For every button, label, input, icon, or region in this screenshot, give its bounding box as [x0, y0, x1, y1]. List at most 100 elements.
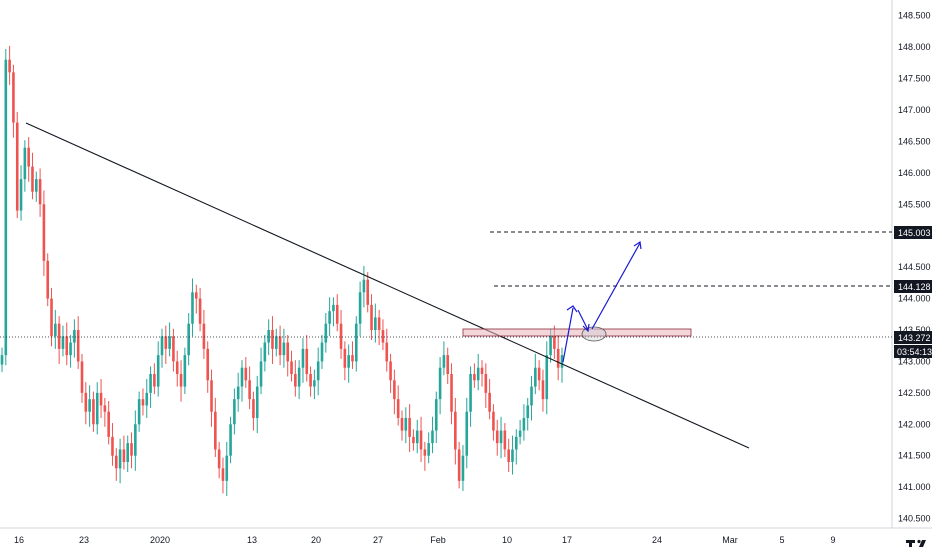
candle	[400, 410, 404, 441]
time-axis[interactable]: 16 23 2020 13 20 27 Feb 10 17 24 Mar 5 9	[14, 535, 836, 545]
candle	[149, 366, 152, 408]
candle	[107, 401, 110, 445]
candle	[476, 353, 480, 391]
candle	[12, 64, 15, 138]
candle	[88, 385, 91, 427]
candle	[198, 287, 202, 332]
candle	[438, 357, 442, 415]
candle	[244, 357, 248, 388]
candle	[65, 322, 69, 366]
candle	[404, 407, 408, 444]
price-tick: 140.500	[898, 514, 931, 524]
countdown-tag: 03:54:13	[894, 345, 932, 358]
time-tick: 20	[311, 535, 321, 545]
price-tick: 148.500	[898, 11, 931, 21]
candle	[434, 391, 438, 444]
candle	[134, 410, 137, 471]
candle	[130, 432, 133, 469]
candle	[419, 416, 423, 462]
candle	[23, 140, 27, 192]
price-tick: 141.000	[898, 482, 931, 492]
candle	[328, 297, 331, 337]
candle	[374, 303, 377, 343]
candle	[488, 379, 491, 420]
current-price-label: 143.272	[898, 333, 931, 343]
candle	[194, 284, 198, 314]
candle	[42, 190, 46, 276]
candle	[271, 316, 274, 364]
candle	[332, 297, 335, 327]
candle	[206, 341, 210, 393]
candle	[69, 335, 72, 368]
candle	[233, 388, 236, 435]
candle	[164, 325, 168, 364]
candle	[15, 111, 19, 219]
time-tick: Feb	[430, 535, 446, 545]
time-tick: 10	[502, 535, 512, 545]
candle	[73, 319, 76, 358]
candle	[19, 165, 23, 221]
candle	[526, 397, 530, 431]
candle	[377, 309, 381, 346]
candle	[267, 319, 270, 356]
price-tick: 147.000	[898, 105, 931, 115]
candle	[362, 265, 366, 308]
candle	[153, 363, 156, 395]
candle	[347, 344, 350, 383]
price-tick: 142.500	[898, 388, 931, 398]
candle	[457, 441, 461, 489]
candle	[324, 313, 328, 353]
time-tick: 24	[652, 535, 662, 545]
candle	[202, 309, 206, 359]
price-tick: 142.000	[898, 419, 931, 429]
candle	[31, 152, 34, 200]
candle	[76, 316, 80, 369]
price-tag-lower-label: 144.128	[898, 282, 931, 292]
candle	[556, 335, 560, 381]
price-tick: 143.500	[898, 325, 931, 335]
candle	[248, 366, 251, 410]
candle	[160, 328, 164, 368]
resistance-zone	[462, 328, 692, 337]
candle	[122, 435, 126, 470]
candle	[514, 429, 518, 465]
descending-trendline	[25, 122, 750, 449]
candle	[320, 335, 324, 369]
candle	[221, 457, 225, 494]
candle	[57, 316, 61, 364]
candle	[465, 397, 469, 469]
candle	[297, 360, 301, 400]
candle	[225, 441, 229, 496]
time-tick: 16	[14, 535, 24, 545]
candle	[545, 341, 549, 415]
candle	[187, 313, 190, 366]
candle	[541, 369, 545, 412]
candle	[473, 363, 476, 388]
candle	[183, 347, 187, 395]
candle	[99, 379, 103, 418]
candle	[393, 369, 396, 415]
candle	[214, 397, 217, 457]
candle	[141, 388, 145, 416]
candle	[343, 341, 347, 381]
candle	[229, 416, 232, 464]
current-price-tag: 143.272	[894, 331, 932, 344]
price-tick: 148.000	[898, 42, 931, 52]
arrow-down	[577, 309, 589, 331]
candle	[518, 419, 522, 445]
candle	[84, 382, 88, 425]
price-tick: 146.500	[898, 136, 931, 146]
candle	[499, 416, 503, 459]
candle	[560, 347, 564, 383]
candle	[95, 382, 99, 435]
arrow-up-1	[562, 307, 574, 363]
arrow-up-2-head	[633, 240, 642, 250]
candle	[259, 347, 263, 395]
candle	[263, 335, 267, 372]
arrow-up-1-head	[566, 305, 578, 313]
candle	[469, 366, 472, 427]
candle	[27, 137, 30, 182]
candle	[370, 294, 373, 341]
